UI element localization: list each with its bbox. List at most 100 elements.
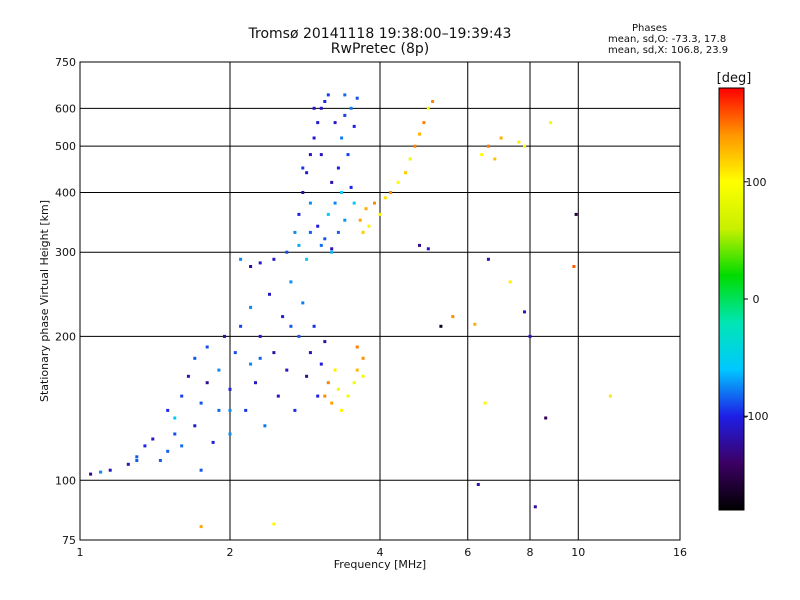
phase-series-2 bbox=[135, 191, 356, 472]
data-point bbox=[199, 468, 203, 472]
data-point bbox=[99, 470, 103, 474]
x-tick-label: 2 bbox=[227, 546, 234, 559]
data-point bbox=[340, 408, 344, 412]
data-point bbox=[323, 340, 327, 344]
data-point bbox=[166, 408, 170, 412]
colorbar bbox=[718, 87, 745, 511]
data-point bbox=[239, 324, 243, 328]
data-point bbox=[205, 345, 209, 349]
data-point bbox=[228, 432, 232, 436]
phase-stats-o-mode: mean, sd,O: -73.3, 17.8 bbox=[608, 34, 727, 45]
data-point bbox=[301, 166, 305, 170]
x-tick-label: 4 bbox=[377, 546, 384, 559]
colorbar-tick-label: 100 bbox=[746, 176, 767, 189]
data-point bbox=[480, 153, 484, 157]
data-point bbox=[439, 324, 443, 328]
data-point bbox=[523, 144, 526, 148]
data-point bbox=[249, 265, 253, 268]
data-point bbox=[533, 505, 537, 509]
data-point bbox=[326, 381, 330, 385]
data-point bbox=[205, 381, 209, 385]
data-point bbox=[330, 250, 334, 254]
data-point bbox=[493, 157, 497, 161]
data-point bbox=[166, 449, 170, 453]
data-point bbox=[319, 153, 323, 157]
data-point bbox=[223, 334, 226, 338]
data-point bbox=[408, 157, 412, 161]
phase-series-4 bbox=[199, 265, 612, 529]
y-tick-label: 600 bbox=[55, 102, 76, 115]
data-point bbox=[316, 121, 320, 125]
data-point bbox=[173, 416, 177, 420]
data-point bbox=[89, 472, 93, 476]
data-point bbox=[340, 136, 344, 140]
data-point bbox=[301, 191, 305, 194]
data-point bbox=[608, 394, 612, 398]
data-point bbox=[323, 237, 327, 241]
data-point bbox=[293, 408, 297, 412]
data-point bbox=[316, 394, 320, 398]
data-point bbox=[336, 166, 340, 170]
data-point bbox=[276, 394, 280, 398]
data-point bbox=[272, 351, 276, 355]
x-tick-label: 16 bbox=[673, 546, 687, 559]
data-point bbox=[228, 387, 232, 391]
data-point bbox=[358, 218, 362, 222]
data-point bbox=[319, 243, 323, 247]
x-tick-label: 1 bbox=[77, 546, 84, 559]
data-point bbox=[483, 401, 487, 405]
data-point bbox=[544, 416, 548, 420]
data-point bbox=[308, 230, 312, 234]
data-point bbox=[352, 124, 356, 128]
data-point bbox=[301, 301, 305, 305]
data-point bbox=[249, 362, 253, 366]
data-point bbox=[272, 257, 276, 261]
data-point bbox=[254, 381, 257, 385]
data-point bbox=[418, 132, 421, 136]
data-point bbox=[355, 345, 359, 349]
data-point bbox=[305, 171, 309, 175]
data-point bbox=[426, 106, 430, 110]
data-point bbox=[244, 408, 248, 412]
data-point bbox=[373, 201, 376, 205]
data-point bbox=[297, 212, 301, 216]
data-point bbox=[151, 437, 155, 441]
data-point bbox=[330, 180, 334, 184]
data-point bbox=[249, 305, 253, 309]
data-point bbox=[258, 356, 262, 360]
data-point bbox=[126, 462, 130, 466]
colorbar-tick-label: 0 bbox=[753, 293, 760, 306]
data-point bbox=[135, 455, 139, 459]
data-point bbox=[312, 106, 316, 110]
data-point bbox=[312, 324, 316, 328]
y-tick-label: 300 bbox=[55, 246, 76, 259]
data-point bbox=[233, 351, 237, 355]
data-point bbox=[355, 368, 359, 372]
data-point bbox=[404, 171, 407, 175]
data-point bbox=[517, 140, 521, 144]
data-point bbox=[305, 374, 309, 378]
data-point bbox=[330, 247, 334, 251]
data-point bbox=[549, 121, 553, 125]
data-point bbox=[473, 322, 477, 326]
data-point bbox=[413, 144, 417, 148]
data-point bbox=[330, 401, 334, 405]
data-point bbox=[180, 444, 184, 448]
x-tick-label: 10 bbox=[571, 546, 585, 559]
data-point bbox=[361, 374, 365, 378]
phase-series-1 bbox=[89, 93, 359, 476]
data-point bbox=[431, 100, 435, 103]
x-tick-label: 6 bbox=[464, 546, 471, 559]
data-point bbox=[316, 224, 320, 228]
data-point bbox=[336, 387, 340, 391]
phase-series-3 bbox=[323, 100, 553, 412]
y-tick-label: 500 bbox=[55, 140, 76, 153]
data-point bbox=[361, 356, 365, 360]
data-point bbox=[289, 324, 293, 328]
colorbar-tick-label: -100 bbox=[744, 410, 769, 423]
data-point bbox=[217, 408, 221, 412]
data-point bbox=[333, 121, 337, 125]
y-tick-label: 200 bbox=[55, 330, 76, 343]
